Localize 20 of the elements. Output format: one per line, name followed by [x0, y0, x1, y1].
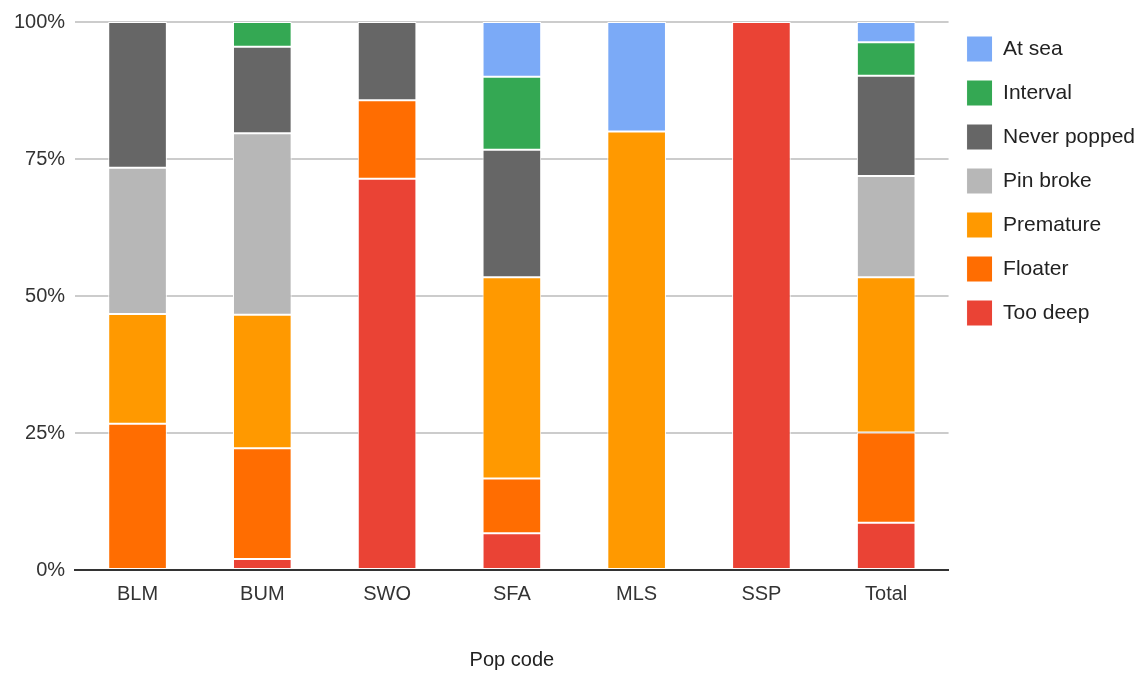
legend-label: Too deep: [1003, 299, 1090, 323]
legend-label: Premature: [1003, 211, 1102, 235]
x-tick-label: SSP: [741, 581, 782, 604]
x-tick-label: BUM: [240, 581, 285, 604]
y-tick-label: 50%: [25, 283, 66, 306]
legend-label: Never popped: [1003, 123, 1136, 147]
x-tick-label: SFA: [492, 581, 532, 604]
x-tick-label: MLS: [616, 581, 658, 604]
legend-label: At sea: [1003, 35, 1063, 59]
legend-label: Pin broke: [1003, 167, 1092, 191]
y-tick-label: 75%: [25, 146, 66, 169]
x-tick-label: SWO: [363, 581, 411, 604]
legend-label: Floater: [1003, 255, 1069, 279]
x-tick-label: BLM: [116, 581, 159, 604]
y-tick-label: 0%: [36, 557, 66, 580]
x-tick-label: Total: [865, 581, 908, 604]
y-tick-label: 25%: [25, 420, 66, 443]
y-tick-label: 100%: [14, 9, 66, 32]
legend-label: Interval: [1003, 79, 1072, 103]
x-axis-title: Pop code: [469, 647, 555, 670]
